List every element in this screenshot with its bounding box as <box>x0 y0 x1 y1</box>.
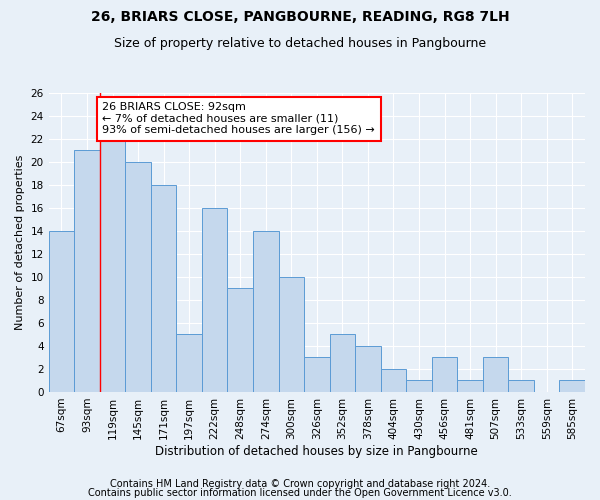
Bar <box>380 369 406 392</box>
Bar <box>329 334 355 392</box>
Bar <box>202 208 227 392</box>
Bar <box>457 380 483 392</box>
Bar <box>253 231 278 392</box>
X-axis label: Distribution of detached houses by size in Pangbourne: Distribution of detached houses by size … <box>155 444 478 458</box>
Bar <box>508 380 534 392</box>
Bar <box>74 150 100 392</box>
Bar <box>559 380 585 392</box>
Text: Contains HM Land Registry data © Crown copyright and database right 2024.: Contains HM Land Registry data © Crown c… <box>110 479 490 489</box>
Text: Size of property relative to detached houses in Pangbourne: Size of property relative to detached ho… <box>114 38 486 51</box>
Bar <box>176 334 202 392</box>
Bar <box>227 288 253 392</box>
Bar <box>304 358 329 392</box>
Bar <box>406 380 432 392</box>
Text: 26 BRIARS CLOSE: 92sqm
← 7% of detached houses are smaller (11)
93% of semi-deta: 26 BRIARS CLOSE: 92sqm ← 7% of detached … <box>103 102 375 136</box>
Bar <box>483 358 508 392</box>
Bar <box>278 277 304 392</box>
Bar <box>355 346 380 392</box>
Bar <box>125 162 151 392</box>
Text: 26, BRIARS CLOSE, PANGBOURNE, READING, RG8 7LH: 26, BRIARS CLOSE, PANGBOURNE, READING, R… <box>91 10 509 24</box>
Bar <box>100 139 125 392</box>
Bar <box>151 185 176 392</box>
Y-axis label: Number of detached properties: Number of detached properties <box>15 155 25 330</box>
Bar <box>432 358 457 392</box>
Bar <box>49 231 74 392</box>
Text: Contains public sector information licensed under the Open Government Licence v3: Contains public sector information licen… <box>88 488 512 498</box>
